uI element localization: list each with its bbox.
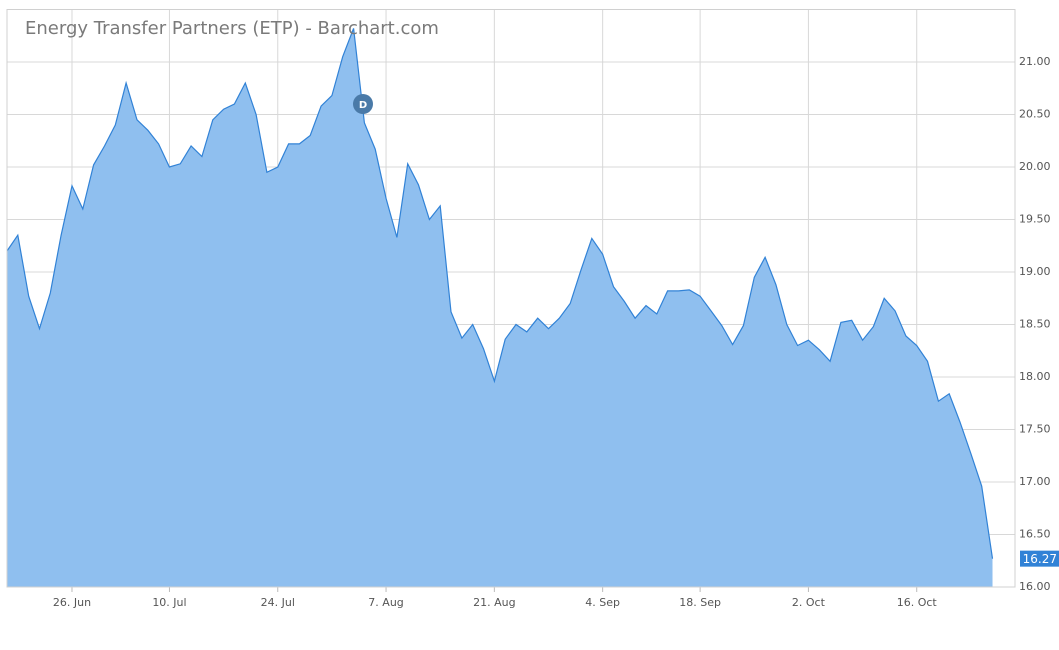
x-tick-label: 16. Oct — [897, 596, 938, 609]
chart-title: Energy Transfer Partners (ETP) - Barchar… — [25, 18, 439, 39]
x-tick-label: 18. Sep — [679, 596, 721, 609]
x-tick-label: 4. Sep — [585, 596, 620, 609]
y-tick-label: 19.00 — [1019, 265, 1051, 278]
x-tick-label: 26. Jun — [53, 596, 91, 609]
last-price-label: 16.27 — [1023, 552, 1057, 566]
y-tick-label: 17.50 — [1019, 423, 1051, 436]
y-tick-label: 16.50 — [1019, 528, 1051, 541]
y-tick-label: 16.00 — [1019, 580, 1051, 593]
marker-label: D — [359, 100, 367, 111]
x-tick-label: 2. Oct — [792, 596, 826, 609]
x-tick-label: 21. Aug — [473, 596, 515, 609]
last-price: 16.27 — [1020, 550, 1059, 567]
plot-border — [6, 9, 1016, 588]
x-tick-label: 24. Jul — [261, 596, 295, 609]
y-tick-label: 19.50 — [1019, 213, 1051, 226]
line — [6, 28, 994, 559]
y-tick-label: 17.00 — [1019, 475, 1051, 488]
x-tick-label: 10. Jul — [152, 596, 186, 609]
y-tick-label: 20.00 — [1019, 160, 1051, 173]
y-tick-label: 21.00 — [1019, 55, 1051, 68]
y-tick-label: 18.50 — [1019, 318, 1051, 331]
plot — [6, 28, 994, 587]
marker-circle — [353, 94, 373, 114]
x-tick-label: 7. Aug — [368, 596, 403, 609]
area — [7, 28, 993, 587]
y-tick-label: 20.50 — [1019, 108, 1051, 121]
dividend-marker: D — [353, 94, 373, 114]
last-price-box — [1020, 550, 1059, 567]
y-tick-label: 18.00 — [1019, 370, 1051, 383]
